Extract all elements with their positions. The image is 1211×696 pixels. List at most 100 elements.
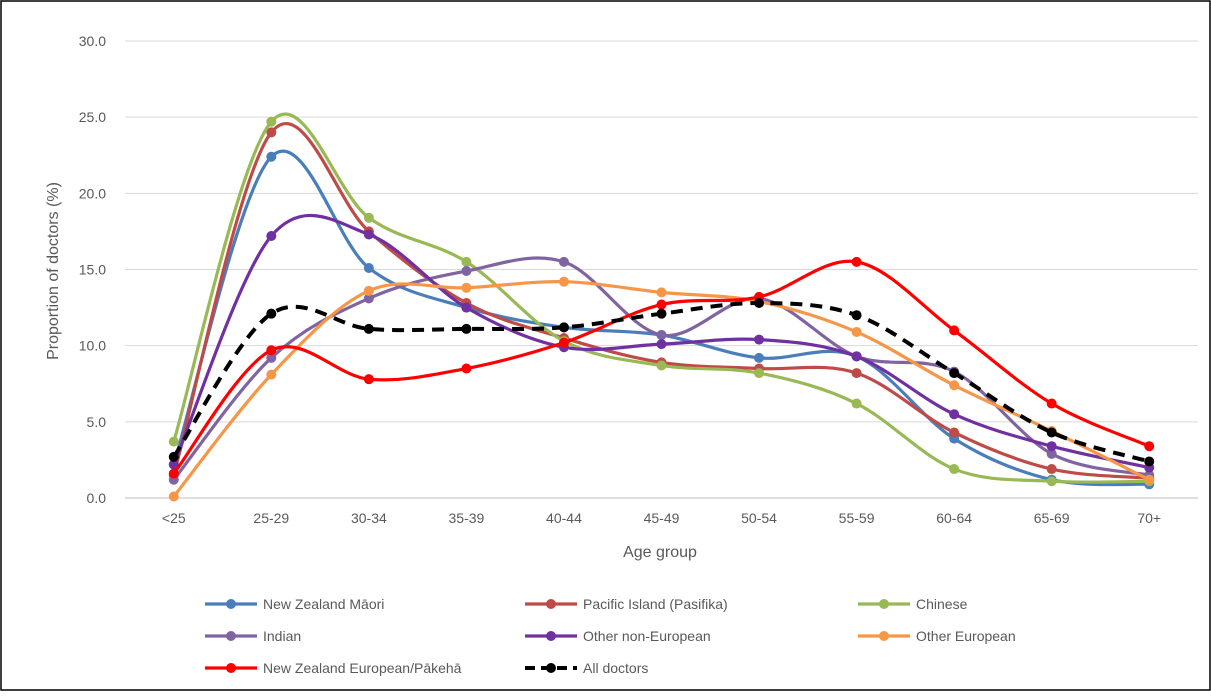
data-point bbox=[754, 298, 765, 309]
x-tick-label: 55-59 bbox=[839, 510, 875, 526]
legend-item: Chinese bbox=[858, 596, 968, 612]
data-point bbox=[266, 352, 277, 363]
legend: New Zealand Māori Pacific Island (Pasifik… bbox=[205, 596, 1016, 676]
data-point bbox=[266, 345, 277, 356]
data-point bbox=[363, 229, 374, 240]
data-point bbox=[1046, 448, 1057, 459]
data-point bbox=[949, 368, 960, 379]
data-point bbox=[461, 323, 472, 334]
data-point bbox=[168, 491, 179, 502]
data-point bbox=[851, 368, 862, 379]
data-point bbox=[363, 212, 374, 223]
data-point bbox=[558, 276, 569, 287]
data-point bbox=[851, 256, 862, 267]
data-point bbox=[949, 464, 960, 475]
data-point bbox=[558, 337, 569, 348]
y-axis: 0.0 5.0 10.0 15.0 20.0 25.0 30.0 bbox=[79, 33, 106, 506]
data-point bbox=[656, 360, 667, 371]
y-tick-label: 5.0 bbox=[87, 414, 107, 430]
x-axis-label: Age group bbox=[623, 544, 697, 561]
legend-label: Indian bbox=[263, 628, 301, 644]
legend-label: Other European bbox=[916, 628, 1016, 644]
legend-item: New Zealand Māori bbox=[205, 596, 384, 612]
legend-label: New Zealand Māori bbox=[263, 596, 384, 612]
data-point bbox=[656, 308, 667, 319]
gridlines bbox=[125, 40, 1198, 499]
data-point bbox=[461, 302, 472, 313]
data-point bbox=[949, 409, 960, 420]
legend-label: New Zealand European/Pākehā bbox=[263, 660, 462, 676]
x-tick-label: 40-44 bbox=[546, 510, 582, 526]
data-point bbox=[851, 351, 862, 362]
legend-label: All doctors bbox=[583, 660, 648, 676]
data-point bbox=[754, 352, 765, 363]
y-tick-label: 0.0 bbox=[87, 490, 107, 506]
data-point bbox=[1046, 464, 1057, 475]
legend-item: All doctors bbox=[525, 660, 648, 676]
legend-label: Chinese bbox=[916, 596, 968, 612]
data-point bbox=[168, 459, 179, 470]
series-layer bbox=[168, 112, 1155, 502]
data-point bbox=[1144, 441, 1155, 452]
y-tick-label: 10.0 bbox=[79, 338, 106, 354]
data-point bbox=[949, 380, 960, 391]
data-point bbox=[949, 427, 960, 438]
legend-marker bbox=[879, 599, 889, 609]
data-point bbox=[363, 323, 374, 334]
x-tick-label: 70+ bbox=[1137, 510, 1161, 526]
data-point bbox=[266, 308, 277, 319]
x-tick-label: 35-39 bbox=[449, 510, 485, 526]
legend-marker bbox=[546, 663, 556, 673]
y-tick-label: 25.0 bbox=[79, 109, 106, 125]
series-4 bbox=[168, 213, 1155, 473]
data-point bbox=[266, 151, 277, 162]
data-point bbox=[754, 368, 765, 379]
y-axis-label: Proportion of doctors (%) bbox=[45, 182, 62, 360]
data-point bbox=[363, 285, 374, 296]
data-point bbox=[266, 116, 277, 127]
series-line bbox=[172, 149, 1150, 487]
legend-marker bbox=[226, 599, 236, 609]
data-point bbox=[168, 451, 179, 462]
series-6 bbox=[168, 256, 1155, 479]
data-point bbox=[461, 256, 472, 267]
legend-item: Pacific Island (Pasifika) bbox=[525, 596, 728, 612]
data-point bbox=[168, 436, 179, 447]
data-point bbox=[1046, 398, 1057, 409]
data-point bbox=[656, 287, 667, 298]
data-point bbox=[949, 325, 960, 336]
data-point bbox=[656, 339, 667, 350]
data-point bbox=[851, 326, 862, 337]
data-point bbox=[656, 299, 667, 310]
data-point bbox=[1046, 441, 1057, 452]
x-tick-label: 65-69 bbox=[1034, 510, 1070, 526]
legend-item: Indian bbox=[205, 628, 301, 644]
data-point bbox=[1144, 474, 1155, 485]
y-tick-label: 20.0 bbox=[79, 185, 106, 201]
legend-marker bbox=[879, 631, 889, 641]
y-tick-label: 30.0 bbox=[79, 33, 106, 49]
data-point bbox=[266, 230, 277, 241]
data-point bbox=[363, 293, 374, 304]
legend-marker bbox=[226, 631, 236, 641]
data-point bbox=[558, 322, 569, 333]
x-tick-label: 60-64 bbox=[936, 510, 972, 526]
data-point bbox=[168, 468, 179, 479]
data-point bbox=[656, 330, 667, 341]
x-tick-label: <25 bbox=[162, 510, 186, 526]
data-point bbox=[851, 310, 862, 321]
data-point bbox=[461, 282, 472, 293]
legend-marker bbox=[546, 631, 556, 641]
data-point bbox=[363, 262, 374, 273]
series-7 bbox=[168, 298, 1155, 467]
data-point bbox=[461, 363, 472, 374]
x-tick-label: 45-49 bbox=[644, 510, 680, 526]
data-point bbox=[461, 266, 472, 277]
data-point bbox=[363, 374, 374, 385]
legend-item: Other European bbox=[858, 628, 1016, 644]
data-point bbox=[851, 398, 862, 409]
x-tick-label: 50-54 bbox=[741, 510, 777, 526]
legend-item: New Zealand European/Pākehā bbox=[205, 660, 462, 676]
